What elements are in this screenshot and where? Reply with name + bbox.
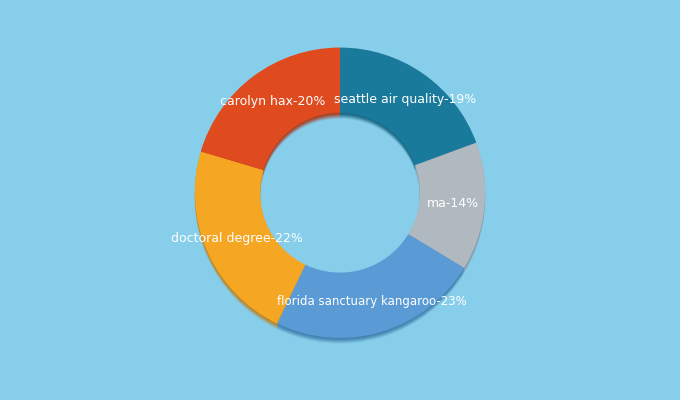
Wedge shape [201,53,340,176]
Wedge shape [408,143,486,269]
Wedge shape [277,236,464,339]
Wedge shape [201,53,340,175]
Wedge shape [194,154,305,326]
Wedge shape [277,239,464,343]
Wedge shape [408,147,486,272]
Wedge shape [194,153,305,325]
Wedge shape [277,236,464,340]
Wedge shape [201,51,340,174]
Wedge shape [340,49,476,167]
Wedge shape [194,156,305,329]
Wedge shape [201,48,340,170]
Wedge shape [277,237,464,341]
Text: seattle air quality-19%: seattle air quality-19% [334,93,476,106]
Wedge shape [201,48,340,171]
Wedge shape [194,152,305,324]
Wedge shape [340,53,476,171]
Wedge shape [340,50,476,168]
Wedge shape [340,51,476,169]
Wedge shape [340,50,476,167]
Wedge shape [194,155,305,327]
Wedge shape [194,152,305,324]
Wedge shape [340,48,476,166]
Wedge shape [277,238,464,342]
Text: ma-14%: ma-14% [426,197,479,210]
Text: florida sanctuary kangaroo-23%: florida sanctuary kangaroo-23% [277,295,467,308]
Wedge shape [340,52,476,170]
Wedge shape [201,49,340,172]
Wedge shape [408,142,486,268]
Wedge shape [194,157,305,329]
Wedge shape [277,234,464,338]
Wedge shape [408,144,486,270]
Wedge shape [277,235,464,339]
Text: carolyn hax-20%: carolyn hax-20% [220,96,325,108]
Wedge shape [408,148,486,273]
Wedge shape [408,145,486,270]
Wedge shape [277,240,464,344]
Wedge shape [277,238,464,342]
Wedge shape [340,53,476,170]
Wedge shape [408,146,486,271]
Wedge shape [340,48,476,165]
Wedge shape [408,146,486,272]
Wedge shape [201,50,340,173]
Wedge shape [408,148,486,274]
Wedge shape [201,52,340,174]
Text: doctoral degree-22%: doctoral degree-22% [171,232,303,245]
Wedge shape [201,50,340,172]
Wedge shape [194,156,305,328]
Wedge shape [194,154,305,326]
